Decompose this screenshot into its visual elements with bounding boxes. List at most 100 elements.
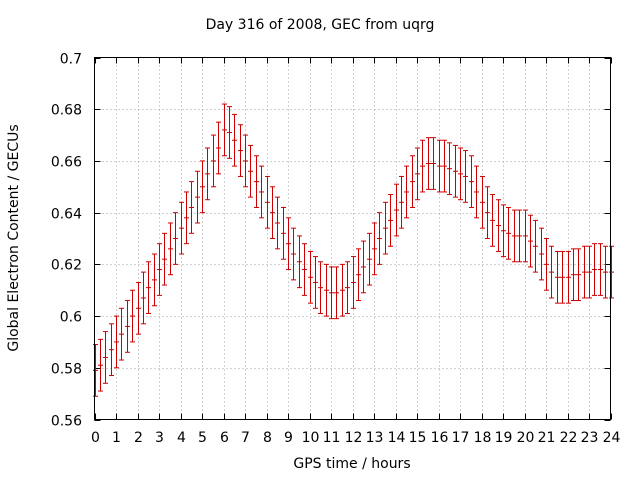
- x-tick-label: 20: [517, 430, 535, 446]
- error-bar: [603, 245, 608, 299]
- x-tick-label: 8: [263, 430, 272, 446]
- error-bar: [265, 175, 270, 229]
- error-bar: [248, 144, 253, 198]
- error-bar: [351, 256, 356, 309]
- error-bar: [157, 243, 162, 296]
- error-bar: [270, 186, 275, 239]
- error-bar: [480, 175, 485, 229]
- error-bar: [426, 137, 431, 190]
- error-bar: [146, 261, 151, 314]
- y-tick-label: 0.6: [60, 310, 82, 326]
- y-tick-label: 0.66: [51, 155, 82, 171]
- error-bar: [469, 155, 474, 208]
- error-bar: [394, 183, 399, 237]
- x-tick-label: 24: [603, 430, 621, 446]
- error-bar: [512, 209, 517, 263]
- error-bar: [528, 214, 533, 268]
- error-bar: [168, 222, 173, 276]
- error-bar: [329, 266, 334, 320]
- x-tick-label: 6: [220, 430, 229, 446]
- x-tick-label: 3: [155, 430, 164, 446]
- error-bar: [324, 263, 329, 317]
- error-bar: [571, 248, 576, 302]
- error-bar: [549, 245, 554, 299]
- error-bar: [539, 227, 544, 281]
- y-tick-label: 0.64: [51, 207, 82, 223]
- error-bar: [254, 155, 259, 208]
- error-bar: [136, 281, 141, 335]
- error-bar: [544, 238, 549, 291]
- error-bar: [232, 113, 237, 167]
- error-bar: [517, 209, 522, 263]
- error-bar: [297, 235, 302, 289]
- error-bar: [598, 243, 603, 296]
- error-bar: [308, 250, 313, 304]
- error-bar: [119, 307, 124, 361]
- error-bar: [420, 139, 425, 193]
- y-tick-label: 0.7: [60, 52, 82, 68]
- error-bar: [109, 323, 114, 377]
- error-bar: [103, 331, 108, 384]
- x-tick-label: 5: [198, 430, 207, 446]
- x-tick-label: 2: [134, 430, 143, 446]
- error-bar: [576, 248, 581, 302]
- x-tick-label: 10: [302, 430, 320, 446]
- error-bar: [162, 232, 167, 286]
- error-bar: [275, 196, 280, 250]
- chart-title: Day 316 of 2008, GEC from uqrg: [205, 17, 435, 33]
- plot-frame: [94, 57, 611, 420]
- error-bar: [506, 206, 511, 260]
- error-bar: [211, 134, 216, 188]
- error-bar: [458, 147, 463, 201]
- x-tick-label: 22: [560, 430, 578, 446]
- error-bar: [410, 155, 415, 208]
- y-tick-labels: 0.56 0.58 0.6 0.62 0.64 0.66 0.68 0.7: [51, 52, 82, 430]
- error-bar: [463, 150, 468, 203]
- x-tick-label: 13: [366, 430, 384, 446]
- y-tick-label: 0.68: [51, 103, 82, 119]
- error-bar: [114, 315, 119, 369]
- error-bar: [356, 248, 361, 302]
- error-bar: [372, 222, 377, 276]
- error-bar: [340, 263, 345, 317]
- y-tick-label: 0.62: [51, 258, 82, 274]
- error-bar: [367, 232, 372, 286]
- error-bar: [130, 289, 135, 343]
- error-bar: [474, 165, 479, 219]
- error-bar: [442, 139, 447, 193]
- x-tick-label: 19: [495, 430, 513, 446]
- error-bar: [238, 124, 243, 177]
- error-bar: [243, 134, 248, 188]
- y-tick-label: 0.56: [51, 414, 82, 430]
- x-tick-label: 17: [452, 430, 470, 446]
- error-bar: [383, 201, 388, 255]
- x-tick-label: 1: [112, 430, 121, 446]
- error-bars: [93, 103, 614, 397]
- error-bar: [566, 250, 571, 304]
- error-bar: [485, 186, 490, 239]
- error-bar: [259, 165, 264, 219]
- error-bar: [195, 170, 200, 224]
- error-bar: [453, 144, 458, 198]
- error-bar: [437, 139, 442, 193]
- error-bar: [227, 106, 232, 159]
- x-tick-label: 14: [388, 430, 406, 446]
- error-bar: [490, 194, 495, 247]
- x-tick-label: 9: [284, 430, 293, 446]
- error-bar: [555, 250, 560, 304]
- error-bar: [281, 206, 286, 260]
- error-bar: [173, 212, 178, 265]
- error-bar: [313, 256, 318, 309]
- error-bar: [179, 201, 184, 255]
- error-bar: [200, 160, 205, 214]
- error-bar: [334, 266, 339, 320]
- error-bar: [125, 300, 130, 353]
- error-bar: [93, 344, 98, 397]
- x-tick-label: 18: [474, 430, 492, 446]
- error-bar: [523, 209, 528, 263]
- error-bar: [291, 227, 296, 281]
- error-bar: [286, 217, 291, 271]
- error-bar: [592, 243, 597, 296]
- y-tick-label: 0.58: [51, 362, 82, 378]
